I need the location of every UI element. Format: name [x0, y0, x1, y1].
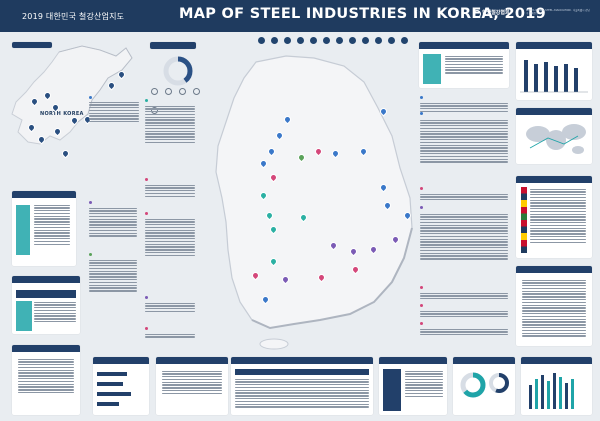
table-head-row: [235, 369, 369, 375]
company-list: [89, 206, 137, 238]
table-accent: [383, 369, 401, 411]
company-list: [420, 212, 508, 261]
steel-category-icon: [401, 37, 408, 44]
category-dot: [420, 112, 423, 115]
company-list: [145, 104, 195, 145]
category-dot: [420, 187, 423, 190]
north-korea-map: [11, 45, 133, 145]
category-dot: [420, 322, 423, 325]
bottom-wide-table-panel: [231, 357, 373, 415]
company-list: [145, 301, 195, 314]
steel-category-icon: [310, 37, 317, 44]
mini-donut-icon: [151, 107, 158, 114]
category-dot: [145, 212, 148, 215]
south-korea-map: [215, 55, 413, 350]
company-list: [420, 118, 508, 164]
bottom-list-panel: [379, 357, 447, 415]
bottom-donut-panel: [453, 357, 515, 415]
category-dot: [89, 201, 92, 204]
left-table-panel-2: [12, 276, 80, 334]
steel-category-icon: [323, 37, 330, 44]
company-list: [420, 327, 508, 337]
category-dot: [420, 304, 423, 307]
bottom-bar-panel: [93, 357, 149, 415]
steel-category-icon: [284, 37, 291, 44]
steel-category-icon: [362, 37, 369, 44]
category-icon-row: [258, 37, 418, 51]
world-map-panel: [516, 108, 592, 164]
right-table-panel: [516, 266, 592, 346]
org-note: KOREA IRON & STEEL ASSOCIATION · 서울특별시 강…: [526, 9, 590, 16]
poster-title: MAP OF STEEL INDUSTRIES IN KOREA, 2019: [179, 6, 547, 22]
bar-chart-icon: [520, 60, 588, 93]
category-dot: [420, 206, 423, 209]
steel-category-icon: [297, 37, 304, 44]
table-lines: [445, 54, 503, 75]
table-lines: [34, 203, 70, 246]
table-lines: [162, 369, 222, 396]
poster-subtitle: 2019 대한민국 철강산업지도: [22, 12, 125, 21]
center-top-panel-header: [150, 42, 196, 49]
steel-category-icon: [271, 37, 278, 44]
category-dot: [420, 96, 423, 99]
company-list: [145, 332, 195, 339]
company-list: [89, 258, 137, 293]
right-top-table: [419, 42, 509, 88]
world-map-icon: [526, 124, 586, 154]
table-head-row: [16, 290, 76, 298]
table-lines: [522, 278, 586, 338]
steel-category-icon: [375, 37, 382, 44]
category-dot: [145, 296, 148, 299]
steel-category-icon: [258, 37, 265, 44]
category-dot: [89, 96, 92, 99]
mini-donut-icon: [193, 88, 201, 95]
category-dot: [89, 253, 92, 256]
bottom-grid-panel: [156, 357, 228, 415]
company-list: [420, 309, 508, 319]
category-dot: [145, 327, 148, 330]
steel-category-icon: [388, 37, 395, 44]
header-bar: [0, 0, 600, 32]
company-list: [420, 291, 508, 301]
table-accent: [16, 301, 32, 331]
table-accent: [423, 54, 441, 84]
category-dot: [145, 99, 148, 102]
company-list: [420, 101, 508, 114]
left-panel-header: [12, 42, 52, 48]
bottom-column-panel: [521, 357, 592, 415]
company-list: [145, 217, 195, 258]
right-bar-chart-panel: [516, 42, 592, 100]
flags-table-panel: [516, 176, 592, 258]
north-korea-label: NORTH KOREA: [40, 111, 84, 117]
company-list: [420, 192, 508, 202]
column-chart-icon: [529, 373, 574, 409]
table-lines: [18, 357, 74, 395]
mini-donut-icon: [151, 88, 158, 95]
company-list: [145, 183, 195, 198]
steel-category-icon: [336, 37, 343, 44]
steel-category-icon: [349, 37, 356, 44]
left-table-panel: [12, 191, 76, 266]
table-lines: [34, 300, 76, 324]
mini-donut-icon: [179, 88, 187, 95]
category-dot: [145, 178, 148, 181]
table-lines: [235, 377, 369, 409]
table-accent: [16, 205, 30, 255]
table-lines: [405, 369, 443, 398]
company-list: [89, 100, 139, 124]
mini-donut-row: [150, 80, 210, 114]
donut-chart-icon: [460, 372, 486, 398]
org-name: 한국철강협회: [482, 10, 510, 16]
horizontal-bar-chart-icon: [97, 372, 131, 406]
country-flags-icon: [521, 187, 527, 253]
mini-donut-icon: [165, 88, 173, 95]
category-dot: [420, 286, 423, 289]
table-lines: [530, 187, 586, 244]
kosa-logo-icon: [473, 10, 481, 18]
donut-chart-icon: [163, 56, 193, 86]
left-table-panel-3: [12, 345, 80, 415]
donut-chart-icon: [489, 373, 509, 393]
